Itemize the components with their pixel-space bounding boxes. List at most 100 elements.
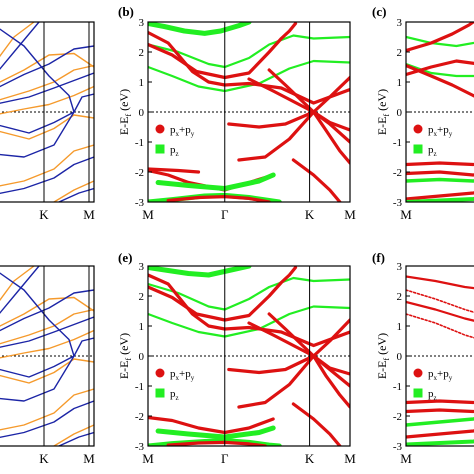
panel-f: M 3 2 1 0 -1 -2 -3 E-Ef (eV) (f) px+py pz [372,250,474,466]
band-line-6 [0,72,94,104]
band-line-15 [53,424,94,446]
band-line-10 [0,355,75,378]
y-tick-label: 1 [397,321,403,333]
k-point-label: M [142,451,154,466]
band-line-11 [0,114,94,140]
band-line-12 [148,167,201,174]
plot-frame [0,21,95,203]
y-tick-label: -1 [393,137,402,149]
bands [406,275,474,446]
band-line-14 [0,156,94,195]
y-tick-label: -2 [135,167,144,179]
y-tick-label: -1 [135,137,144,149]
band-line-13 [0,388,94,431]
band-line-1 [406,289,474,314]
y-tick-label: -1 [135,381,144,393]
band-line-3 [148,276,350,311]
y-tick-label: 3 [397,17,403,29]
legend-marker-pz [155,388,165,398]
band-line-6 [247,77,350,144]
y-axis-label: E-Ef (eV) [375,333,391,379]
y-tick-label: -2 [135,411,144,423]
legend-marker-pxpy [155,124,165,134]
bands [148,22,350,202]
band-line-5 [406,399,474,405]
band-line-8 [0,272,75,357]
band-line-6 [406,161,474,167]
band-line-9 [73,93,94,113]
y-tick-label: 0 [139,351,145,363]
y-tick-label: 3 [397,261,403,273]
k-point-label: K [305,207,315,222]
band-line-12 [0,355,75,402]
band-line-2 [148,59,350,93]
bands [0,266,94,446]
band-line-6 [247,321,350,388]
legend-label: px+py [428,368,453,382]
band-line-4 [406,300,474,322]
band-line-1 [0,22,35,58]
y-axis-label: E-Ef (eV) [375,89,391,135]
band-line-9 [73,337,94,357]
band-line-5 [148,22,298,80]
k-point-label: M [400,207,412,222]
band-line-8 [406,429,474,439]
y-tick-label: -1 [393,381,402,393]
band-line-7 [0,329,94,359]
band-line-15 [53,180,94,202]
k-point-label: M [344,451,356,466]
y-tick-label: 1 [397,77,403,89]
panel-label: (c) [372,4,386,19]
band-line-3 [406,22,474,53]
band-line-10 [0,111,75,134]
band-line-9 [406,191,474,201]
band-line-7 [406,170,474,177]
bands [406,22,474,202]
panel-label: (e) [118,250,132,265]
y-axis-label: E-Ef (eV) [117,333,133,379]
k-point-label: M [83,451,95,466]
band-line-8 [227,110,350,132]
band-line-2 [0,22,40,70]
band-line-6 [0,316,94,348]
legend-marker-pz [155,144,165,154]
band-line-4 [148,30,350,105]
band-line-9 [406,439,474,446]
band-line-9 [237,354,316,409]
band-line-3 [406,275,474,290]
legend-label: pz [428,388,437,402]
k-point-label: M [142,207,154,222]
y-tick-label: -2 [393,167,402,179]
panel-c: M 3 2 1 0 -1 -2 -3 E-Ef (eV) (c) px+py pz [372,4,474,222]
legend-marker-pz [413,388,423,398]
band-line-11 [312,354,350,409]
legend-label: pz [428,144,437,158]
band-line-5 [0,308,94,345]
band-line-5 [148,266,298,322]
k-point-label: M [400,451,412,466]
band-line-8 [406,177,474,183]
legend-marker-pxpy [155,368,165,378]
y-tick-label: 3 [139,17,145,29]
band-line-3 [148,34,350,69]
band-line-1 [406,62,474,78]
band-line-12 [0,111,75,158]
band-line-7 [406,417,474,427]
y-tick-label: 2 [397,47,403,59]
band-line-4 [148,273,350,348]
band-line-3 [0,296,94,327]
band-line-5 [0,64,94,101]
band-line-12 [148,415,275,435]
y-tick-label: -3 [135,197,145,209]
legend-marker-pxpy [413,124,423,134]
band-line-5 [406,59,474,77]
k-point-label: Γ [221,451,229,466]
k-point-label: K [305,451,315,466]
band-line-14 [0,400,94,439]
y-tick-label: -3 [393,441,403,453]
band-line-10 [291,158,342,202]
band-line-3 [0,52,94,83]
